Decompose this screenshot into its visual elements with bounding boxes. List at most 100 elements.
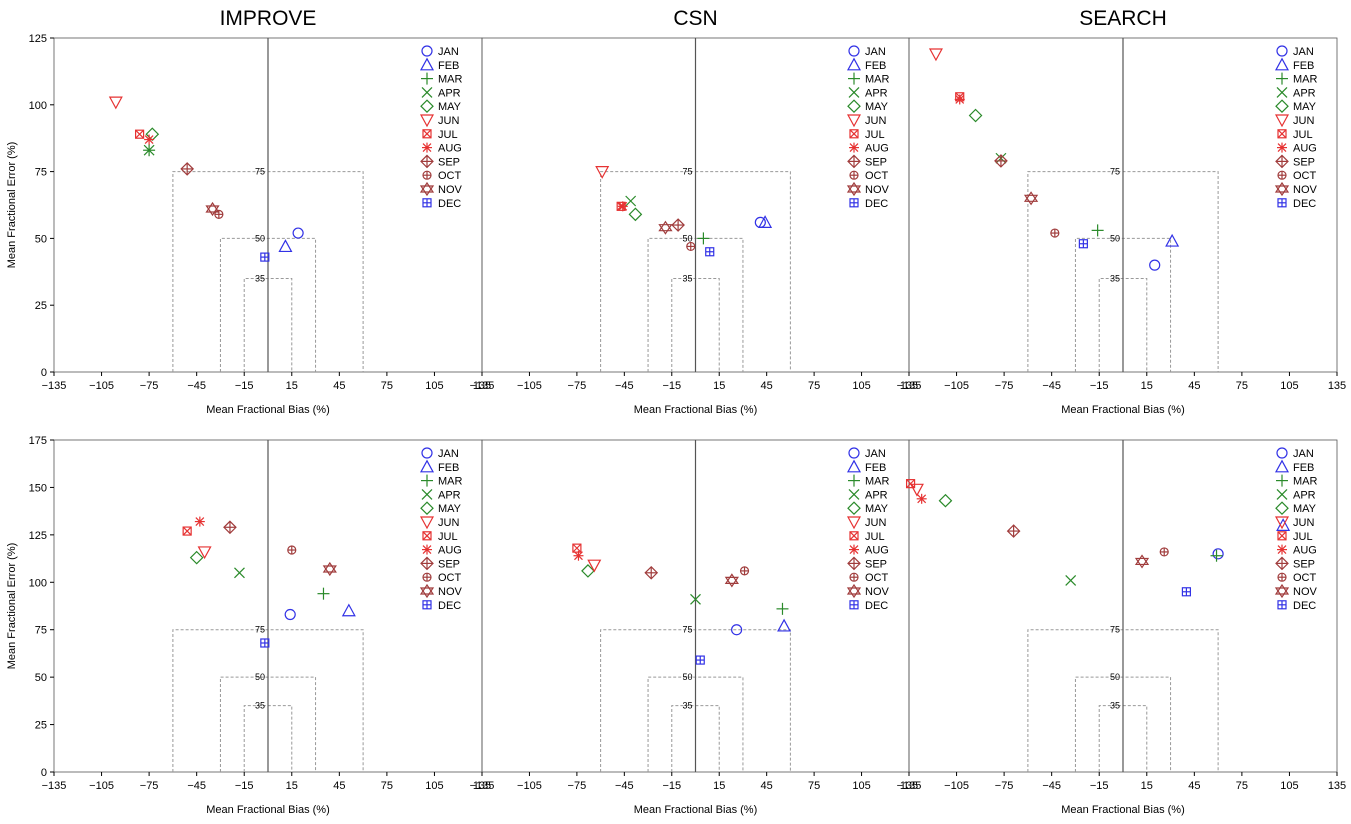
x-tick-label: 135 — [1328, 780, 1346, 792]
y-axis-label: Mean Fractional Error (%) — [6, 142, 18, 269]
legend-label: NOV — [865, 184, 890, 196]
data-point-sep — [671, 218, 685, 232]
data-point-jan — [284, 608, 296, 621]
legend-marker — [421, 447, 433, 459]
goal-box-label: 50 — [1110, 233, 1120, 243]
chart-panel-6: 75 50 35 −135 −105 −75 −45 −15 15 45 75 105 135 Mean … — [897, 439, 1346, 816]
legend-label: JUN — [865, 115, 886, 127]
legend-marker — [1276, 86, 1288, 98]
legend-label: AUG — [865, 545, 889, 557]
legend-marker — [847, 556, 861, 571]
data-point-dec — [695, 655, 705, 665]
legend-label: FEB — [865, 462, 886, 474]
x-tick-label: −75 — [568, 380, 587, 392]
legend-marker — [1275, 154, 1289, 169]
legend-label: AUG — [1293, 545, 1317, 557]
legend-label: NOV — [1293, 586, 1318, 598]
legend-marker — [419, 181, 435, 197]
legend-label: NOV — [438, 586, 463, 598]
legend-marker — [1274, 181, 1290, 197]
legend-label: OCT — [1293, 170, 1317, 182]
x-tick-label: 75 — [1236, 780, 1248, 792]
legend-label: APR — [438, 87, 461, 99]
goal-box-label: 50 — [255, 233, 265, 243]
x-tick-label: 15 — [713, 380, 725, 392]
data-point-oct — [739, 566, 750, 576]
legend-label: SEP — [438, 558, 460, 570]
x-tick-label: 105 — [1280, 780, 1298, 792]
x-tick-label: −75 — [568, 780, 587, 792]
legend-label: SEP — [1293, 156, 1315, 168]
data-point-jun — [108, 96, 123, 110]
data-point-aug — [617, 201, 628, 212]
legend-marker — [1274, 57, 1290, 71]
x-tick-label: 135 — [473, 780, 491, 792]
legend-label: MAY — [438, 503, 462, 515]
legend-marker — [1275, 556, 1289, 571]
data-point-dec — [260, 638, 270, 648]
legend-label: JUN — [438, 115, 459, 127]
data-point-aug — [954, 94, 965, 105]
legend-marker — [422, 170, 432, 180]
chart-panel-2: 75 50 35 −135 −105 −75 −45 −15 15 45 75 105 135 Mean … — [470, 7, 919, 416]
panel-title: SEARCH — [1079, 7, 1167, 30]
legend-label: APR — [438, 489, 461, 501]
data-point-aug — [144, 134, 155, 145]
legend-label: JUN — [1293, 115, 1314, 127]
legend-marker — [1277, 129, 1287, 139]
data-point-may — [581, 564, 595, 578]
y-tick-label: 0 — [41, 367, 47, 379]
legend-marker — [420, 501, 434, 516]
data-point-sep — [644, 565, 659, 580]
legend-label: APR — [865, 489, 888, 501]
y-tick-label: 125 — [29, 530, 47, 542]
chart-panel-4: 75 50 35 −135 −105 −75 −45 −15 15 45 75 105 135 0 25 50… — [6, 435, 491, 816]
legend-marker — [422, 198, 432, 208]
legend-marker — [421, 86, 433, 98]
legend-marker — [847, 99, 861, 114]
legend-label: MAY — [865, 101, 889, 113]
legend-marker — [1275, 501, 1289, 516]
legend-marker — [422, 531, 432, 541]
data-point-jul — [182, 526, 192, 536]
y-tick-label: 75 — [35, 625, 47, 637]
data-point-mar — [1091, 224, 1104, 237]
legend-marker — [421, 488, 433, 500]
data-point-may — [968, 108, 983, 123]
legend-label: JUN — [438, 517, 459, 529]
legend-marker — [419, 114, 435, 128]
legend-marker — [419, 516, 435, 530]
legend-marker — [846, 57, 862, 71]
data-point-may — [145, 127, 160, 142]
legend-label: DEC — [865, 600, 888, 612]
data-point-dec — [705, 247, 715, 257]
data-point-mar — [1210, 549, 1223, 562]
x-tick-label: 105 — [852, 380, 870, 392]
y-tick-label: 25 — [35, 300, 47, 312]
data-point-aug — [194, 516, 205, 527]
goal-box-label: 50 — [682, 233, 692, 243]
legend-marker — [422, 600, 432, 610]
legend-label: NOV — [865, 586, 890, 598]
legend-marker — [848, 447, 860, 459]
legend-label: JAN — [865, 46, 886, 58]
x-tick-label: 45 — [1188, 780, 1200, 792]
legend-label: APR — [1293, 489, 1316, 501]
x-tick-label: 135 — [1328, 380, 1346, 392]
legend-marker — [1276, 72, 1288, 85]
legend-label: MAR — [865, 74, 890, 86]
x-tick-label: 75 — [808, 380, 820, 392]
data-point-jun — [595, 166, 610, 179]
legend-marker — [846, 459, 862, 473]
legend-label: APR — [1293, 87, 1316, 99]
data-point-apr — [143, 144, 155, 156]
legend-marker — [422, 544, 432, 555]
panel-title: IMPROVE — [220, 7, 317, 30]
x-tick-label: −15 — [235, 780, 254, 792]
data-point-may — [628, 207, 643, 222]
legend-marker — [846, 181, 862, 197]
legend-label: JUL — [865, 531, 885, 543]
data-point-jul — [572, 543, 582, 553]
legend-marker — [1274, 583, 1290, 599]
goal-box-label: 35 — [1110, 273, 1120, 283]
